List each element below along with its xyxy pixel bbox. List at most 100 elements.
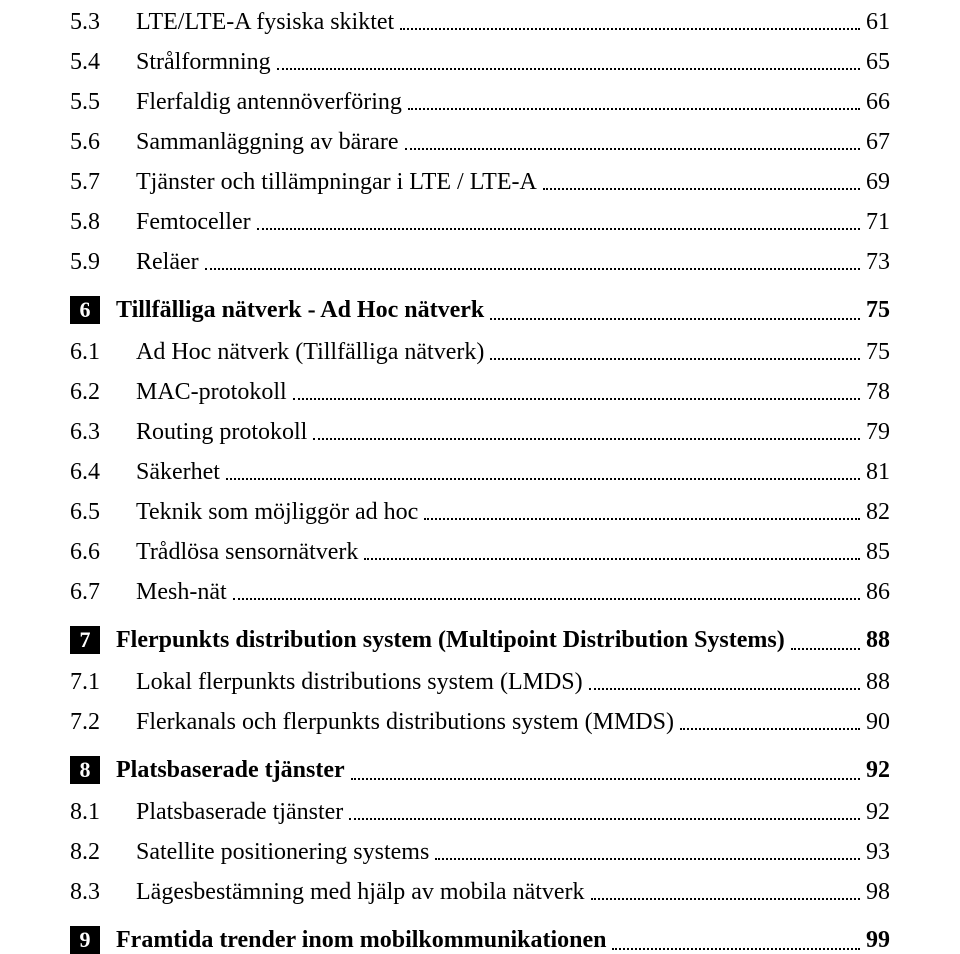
toc-dot-leader: [435, 857, 860, 860]
toc-subsection-title: Routing protokoll: [136, 420, 307, 444]
toc-subsection-number: 8.1: [70, 800, 136, 824]
toc-subsection-title: Tjänster och tillämpningar i LTE / LTE-A: [136, 170, 537, 194]
toc-page-number: 75: [866, 340, 890, 364]
toc-subsection-number: 5.7: [70, 170, 136, 194]
toc-dot-leader: [408, 107, 860, 110]
toc-subsection-row: 6.5Teknik som möjliggör ad hoc 82: [70, 500, 890, 524]
toc-page-number: 90: [866, 710, 890, 734]
toc-subsection-title: Ad Hoc nätverk (Tillfälliga nätverk): [136, 340, 484, 364]
toc-subsection-number: 8.3: [70, 880, 136, 904]
toc-chapter-number: 6: [70, 296, 116, 324]
toc-page-number: 92: [866, 800, 890, 824]
toc-subsection-number: 5.6: [70, 130, 136, 154]
toc-subsection-title: Säkerhet: [136, 460, 220, 484]
toc-chapter-title: Tillfälliga nätverk - Ad Hoc nätverk: [116, 298, 484, 322]
toc-subsection-title: Flerfaldig antennöverföring: [136, 90, 402, 114]
toc-chapter-row: 7 Flerpunkts distribution system (Multipo…: [70, 626, 890, 654]
toc-subsection-number: 6.2: [70, 380, 136, 404]
toc-dot-leader: [277, 67, 860, 70]
toc-chapter-title: Flerpunkts distribution system (Multipoi…: [116, 628, 785, 652]
toc-subsection-title: Teknik som möjliggör ad hoc: [136, 500, 418, 524]
chapter-number-badge: 9: [70, 926, 100, 954]
toc-chapter-number: 9: [70, 926, 116, 954]
chapter-number-badge: 7: [70, 626, 100, 654]
toc-chapter-number: 8: [70, 756, 116, 784]
toc-subsection-row: 5.7Tjänster och tillämpningar i LTE / LT…: [70, 170, 890, 194]
toc-subsection-row: 6.6Trådlösa sensornätverk 85: [70, 540, 890, 564]
toc-page-number: 88: [866, 670, 890, 694]
toc-page-number: 73: [866, 250, 890, 274]
toc-subsection-title: Trådlösa sensornätverk: [136, 540, 358, 564]
toc-dot-leader: [226, 477, 860, 480]
toc-subsection-row: 6.2MAC-protokoll78: [70, 380, 890, 404]
toc-subsection-number: 6.3: [70, 420, 136, 444]
toc-page-number: 98: [866, 880, 890, 904]
toc-subsection-row: 5.3LTE/LTE-A fysiska skiktet 61: [70, 10, 890, 34]
toc-chapter-number: 7: [70, 626, 116, 654]
toc-page-number: 92: [866, 758, 890, 782]
toc-dot-leader: [490, 357, 860, 360]
toc-subsection-title: Lägesbestämning med hjälp av mobila nätv…: [136, 880, 585, 904]
toc-page-number: 69: [866, 170, 890, 194]
toc-subsection-title: Flerkanals och flerpunkts distributions …: [136, 710, 674, 734]
toc-subsection-number: 6.1: [70, 340, 136, 364]
toc-page-number: 66: [866, 90, 890, 114]
toc-subsection-number: 5.8: [70, 210, 136, 234]
toc-subsection-row: 6.4Säkerhet81: [70, 460, 890, 484]
toc-dot-leader: [205, 267, 860, 270]
toc-page-number: 85: [866, 540, 890, 564]
toc-subsection-row: 6.3Routing protokoll79: [70, 420, 890, 444]
toc-subsection-row: 5.8Femtoceller71: [70, 210, 890, 234]
toc-dot-leader: [257, 227, 860, 230]
toc-subsection-title: Femtoceller: [136, 210, 251, 234]
toc-subsection-number: 7.1: [70, 670, 136, 694]
toc-page-number: 99: [866, 928, 890, 952]
chapter-number-badge: 6: [70, 296, 100, 324]
toc-page-number: 82: [866, 500, 890, 524]
toc-subsection-row: 6.7Mesh-nät86: [70, 580, 890, 604]
toc-page-number: 78: [866, 380, 890, 404]
toc-subsection-row: 8.2Satellite positionering systems93: [70, 840, 890, 864]
toc-subsection-number: 5.9: [70, 250, 136, 274]
toc-dot-leader: [612, 947, 860, 950]
toc-subsection-row: 5.4Strålformning65: [70, 50, 890, 74]
toc-dot-leader: [405, 147, 860, 150]
toc-subsection-row: 7.1Lokal flerpunkts distributions system…: [70, 670, 890, 694]
toc-subsection-row: 5.5Flerfaldig antennöverföring66: [70, 90, 890, 114]
toc-page-number: 75: [866, 298, 890, 322]
toc-page-number: 88: [866, 628, 890, 652]
toc-subsection-number: 5.3: [70, 10, 136, 34]
toc-dot-leader: [293, 397, 860, 400]
toc-subsection-number: 6.7: [70, 580, 136, 604]
toc-dot-leader: [351, 777, 860, 780]
toc-chapter-row: 8Platsbaserade tjänster92: [70, 756, 890, 784]
toc-subsection-number: 6.6: [70, 540, 136, 564]
toc-subsection-row: 7.2Flerkanals och flerpunkts distributio…: [70, 710, 890, 734]
toc-subsection-title: Sammanläggning av bärare: [136, 130, 399, 154]
toc-dot-leader: [400, 27, 860, 30]
toc-dot-leader: [589, 687, 860, 690]
toc-dot-leader: [364, 557, 860, 560]
toc-subsection-row: 6.1Ad Hoc nätverk (Tillfälliga nätverk) 7…: [70, 340, 890, 364]
toc-dot-leader: [543, 187, 860, 190]
toc-subsection-number: 6.4: [70, 460, 136, 484]
toc-dot-leader: [591, 897, 860, 900]
toc-dot-leader: [313, 437, 860, 440]
toc-subsection-title: LTE/LTE-A fysiska skiktet: [136, 10, 394, 34]
toc-subsection-number: 8.2: [70, 840, 136, 864]
toc-page-number: 65: [866, 50, 890, 74]
chapter-number-badge: 8: [70, 756, 100, 784]
toc-subsection-number: 5.4: [70, 50, 136, 74]
toc-page-number: 67: [866, 130, 890, 154]
toc-dot-leader: [349, 817, 860, 820]
toc-chapter-row: 9 Framtida trender inom mobilkommunikatio…: [70, 926, 890, 954]
toc-dot-leader: [680, 727, 860, 730]
toc-chapter-title: Framtida trender inom mobilkommunikation…: [116, 928, 606, 952]
toc-chapter-row: 6 Tillfälliga nätverk - Ad Hoc nätverk 75: [70, 296, 890, 324]
toc-page: 5.3LTE/LTE-A fysiska skiktet 61 5.4Strålfo…: [0, 0, 960, 954]
toc-subsection-title: Reläer: [136, 250, 199, 274]
toc-subsection-title: Platsbaserade tjänster: [136, 800, 343, 824]
toc-subsection-title: Satellite positionering systems: [136, 840, 429, 864]
toc-subsection-number: 6.5: [70, 500, 136, 524]
toc-page-number: 61: [866, 10, 890, 34]
